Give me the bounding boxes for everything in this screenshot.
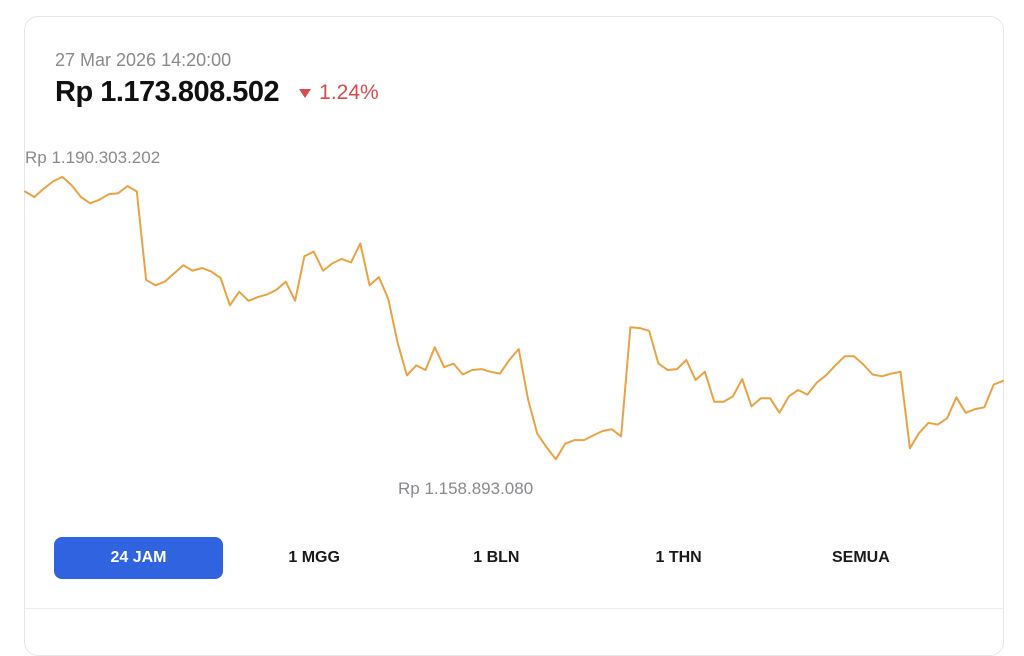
current-price: Rp 1.173.808.502 (55, 76, 280, 108)
time-range-selector: 24 JAM 1 MGG 1 BLN 1 THN SEMUA (54, 537, 952, 579)
range-all-button[interactable]: SEMUA (831, 549, 890, 566)
range-1w-button[interactable]: 1 MGG (288, 549, 340, 566)
caret-down-icon (299, 89, 312, 98)
price-line (24, 175, 1004, 461)
range-1m-button[interactable]: 1 BLN (473, 549, 520, 566)
price-chart[interactable]: Rp 1.190.303.202 Rp 1.158.893.080 (0, 0, 1024, 520)
price-timestamp: 27 Mar 2026 14:20:00 (55, 50, 232, 70)
price-change: 1.24% (299, 81, 379, 105)
range-24h-button[interactable]: 24 JAM (54, 537, 223, 579)
max-price-label: Rp 1.190.303.202 (25, 148, 160, 167)
price-change-value: 1.24% (319, 80, 379, 104)
card-divider (24, 608, 1004, 609)
min-price-label: Rp 1.158.893.080 (398, 479, 533, 498)
price-row: Rp 1.173.808.502 1.24% (55, 76, 379, 109)
range-1y-button[interactable]: 1 THN (655, 549, 702, 566)
